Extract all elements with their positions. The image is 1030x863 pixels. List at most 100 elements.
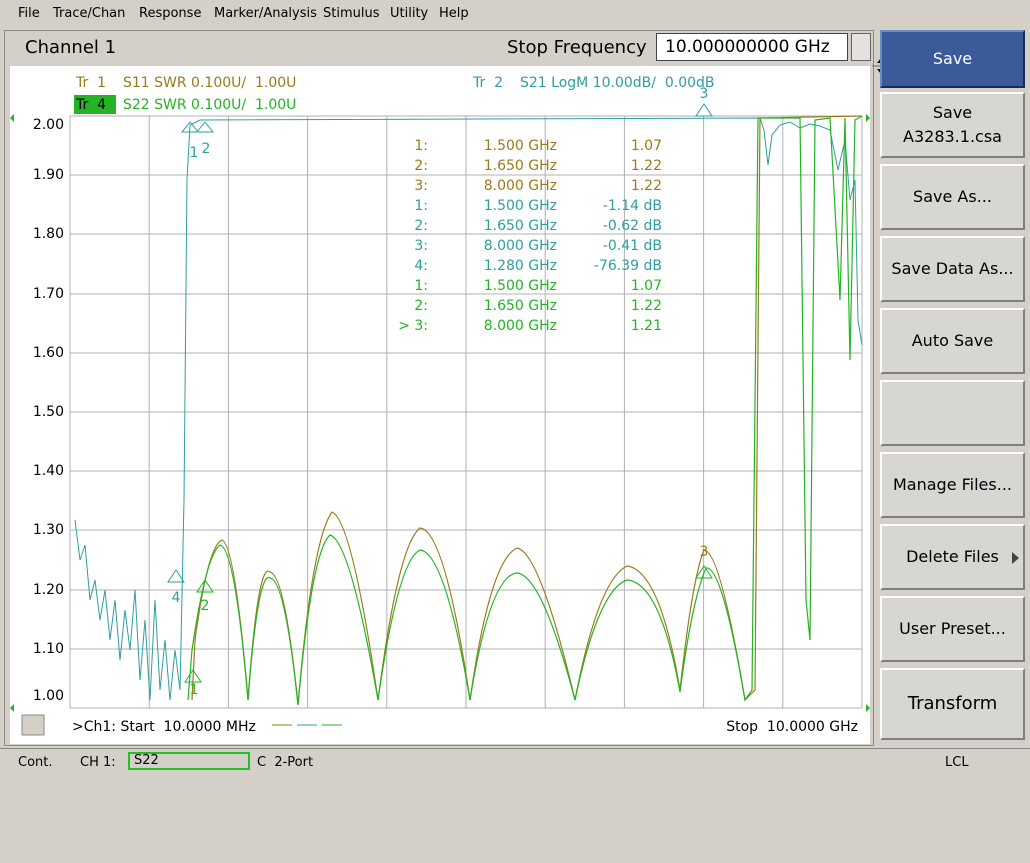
marker-id: 2: [414, 298, 428, 314]
marker-id: 1: [414, 198, 428, 214]
y-tick-label: 1.90 [33, 167, 64, 183]
marker-id: 4: [414, 258, 428, 274]
marker-id: 3: [414, 178, 428, 194]
status-bar: Cont. CH 1: S22 C 2-Port LCL [0, 748, 1030, 775]
submenu-arrow [1012, 552, 1019, 564]
y-tick-label: 1.80 [33, 226, 64, 242]
stop-frequency: Stop 10.0000 GHz [726, 719, 858, 735]
menu-item[interactable]: File [18, 6, 40, 21]
menu-item[interactable]: Stimulus [323, 6, 380, 21]
trace-s22 [187, 115, 863, 706]
menu-item[interactable]: Utility [390, 6, 429, 21]
spinner[interactable] [851, 33, 891, 74]
channel-number-box [21, 714, 45, 736]
status-channel: CH 1: [80, 755, 116, 770]
y-tick-label: 1.20 [33, 582, 64, 598]
grid [69, 115, 863, 709]
trace-scale: S22 SWR 0.100U/ 1.00U [123, 97, 296, 113]
marker-value: 1.22 [631, 298, 662, 314]
marker-frequency: 1.650 GHz [484, 218, 557, 234]
marker-value: 1.07 [631, 138, 662, 154]
trace-id: Tr 4 [75, 97, 106, 113]
y-tick-label: 1.70 [33, 286, 64, 302]
y-tick-label: 1.00 [33, 688, 64, 704]
menu-item[interactable]: Help [439, 6, 469, 21]
marker-frequency: 8.000 GHz [484, 238, 557, 254]
plot-area: 2.00 1.90 1.80 1.70 1.60 1.50 1.40 1.30 1.20 1.10… [10, 66, 870, 744]
softkey[interactable]: Save As... [880, 164, 1025, 230]
softkey[interactable]: Save Data As... [880, 236, 1025, 302]
y-tick-label: 1.40 [33, 463, 64, 479]
softkey-label: Save [932, 103, 973, 122]
softkey-label: Auto Save [911, 331, 994, 350]
marker-frequency: 8.000 GHz [484, 318, 557, 334]
menu-item[interactable]: Response [139, 6, 202, 21]
marker-number: 1 [190, 145, 199, 161]
marker-value: -0.41 dB [603, 238, 662, 254]
marker-number: 2 [201, 598, 210, 614]
parameter-input[interactable]: 10.000000000 GHz [656, 33, 848, 61]
marker-value: -76.39 dB [594, 258, 662, 274]
channel-title: Channel 1 [25, 37, 117, 58]
marker-value: 1.21 [631, 318, 662, 334]
marker-number: 3 [700, 86, 709, 102]
marker-value: -1.14 dB [603, 198, 662, 214]
softkey-label: Save [932, 49, 973, 68]
softkey-label: Save As... [913, 187, 992, 206]
vna-window: {"menu": ["File", "Trace/Chan", "Respons… [0, 0, 1030, 775]
softkey-label: Transform [907, 693, 998, 714]
softkey-label: User Preset... [899, 619, 1006, 638]
status-calibration: C 2-Port [257, 755, 314, 770]
softkey-label: Manage Files... [892, 475, 1012, 494]
marker-frequency: 1.500 GHz [484, 138, 557, 154]
y-tick-label: 1.60 [33, 345, 64, 361]
marker-id: 2: [414, 158, 428, 174]
y-tick-label: 1.30 [33, 522, 64, 538]
softkey-label: A3283.1.csa [903, 127, 1002, 146]
marker-number: 4 [172, 590, 181, 606]
menu-item[interactable]: Trace/Chan [53, 6, 126, 21]
softkey-label: Save Data As... [891, 259, 1014, 278]
trace-scale: S21 LogM 10.00dB/ 0.00dB [520, 75, 715, 91]
marker-frequency: 1.650 GHz [484, 298, 557, 314]
trace-s11 [191, 115, 863, 706]
marker-value: 1.22 [631, 178, 662, 194]
y-tick-label: 2.00 [33, 117, 64, 133]
marker-value: 1.07 [631, 278, 662, 294]
menu-item[interactable]: Marker/Analysis [214, 6, 317, 21]
softkey[interactable]: Save [880, 30, 1025, 88]
marker-id: 2: [414, 218, 428, 234]
softkey[interactable]: Transform [880, 668, 1025, 740]
marker-symbols-s22 [184, 565, 713, 683]
softkey[interactable]: Manage Files... [880, 452, 1025, 518]
marker-value: 1.22 [631, 158, 662, 174]
softkey[interactable]: Auto Save [880, 308, 1025, 374]
trace-s21 [74, 117, 863, 701]
trace-id: Tr 1 [75, 75, 106, 91]
y-tick-label: 1.50 [33, 404, 64, 420]
softkey[interactable]: User Preset... [880, 596, 1025, 662]
marker-frequency: 1.500 GHz [484, 278, 557, 294]
start-frequency: >Ch1: Start 10.0000 MHz [72, 719, 256, 735]
y-tick-label: 1.10 [33, 641, 64, 657]
status-control: LCL [945, 755, 969, 770]
marker-frequency: 1.650 GHz [484, 158, 557, 174]
softkey[interactable]: Delete Files [880, 524, 1025, 590]
marker-number: 1 [190, 682, 199, 698]
marker-frequency: 1.280 GHz [484, 258, 557, 274]
softkey-blank [880, 380, 1025, 446]
status-parameter[interactable]: S22 [128, 752, 250, 770]
plot-background [10, 66, 870, 744]
marker-symbols [167, 103, 713, 583]
marker-id: 3: [414, 238, 428, 254]
marker-frequency: 8.000 GHz [484, 178, 557, 194]
status-mode: Cont. [18, 755, 53, 770]
marker-id: 1: [414, 138, 428, 154]
parameter-label: Stop Frequency [507, 37, 647, 58]
plot-labels: 2.00 1.90 1.80 1.70 1.60 1.50 1.40 1.30 1.20 1.10… [29, 75, 858, 735]
softkey-label: Delete Files [906, 547, 999, 566]
marker-id: 1: [414, 278, 428, 294]
softkey[interactable]: Save A3283.1.csa [880, 92, 1025, 158]
trace-id: Tr 2 [472, 75, 503, 91]
menu-bar: File Trace/Chan Response Marker/Analysis Sti… [0, 0, 1030, 28]
